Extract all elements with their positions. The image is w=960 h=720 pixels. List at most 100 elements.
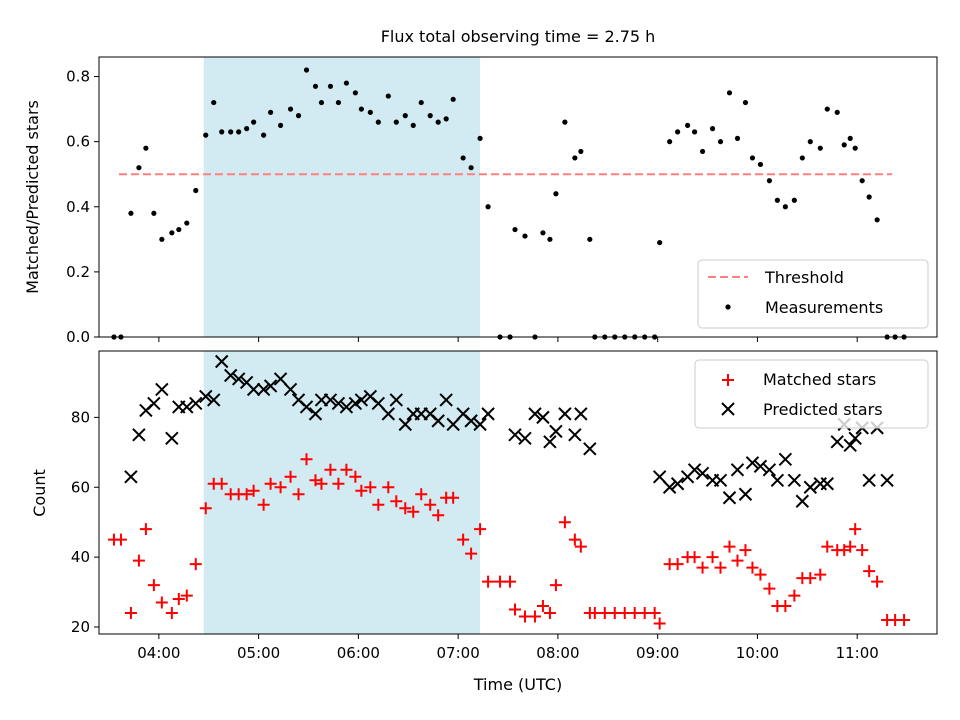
measurement-point <box>578 148 584 155</box>
matched-star-point <box>189 558 202 571</box>
matched-star-point <box>165 607 178 620</box>
predicted-star-point <box>299 400 314 414</box>
measurement-point <box>799 155 805 161</box>
measurement-point <box>742 99 749 106</box>
measurement-point <box>460 155 466 161</box>
predicted-star-point <box>695 466 710 480</box>
count-y-tick-label: 60 <box>71 478 90 496</box>
matched-star-point <box>671 558 684 571</box>
ratio-y-ticks: 0.0 0.2 0.4 0.6 0.8 <box>66 68 99 346</box>
chart-title: Flux total observing time = 2.75 h <box>381 27 656 46</box>
x-tick-label: 06:00 <box>337 644 380 662</box>
predicted-star-point <box>568 428 582 442</box>
measurement-point <box>358 106 364 112</box>
ratio-y-tick-label: 0.4 <box>66 198 90 216</box>
predicted-star-point <box>813 477 827 491</box>
ratio-x-ticks <box>158 337 858 342</box>
x-tick-label: 10:00 <box>736 644 779 662</box>
predicted-star-point <box>223 368 238 383</box>
measurement-point <box>261 132 267 138</box>
matched-star-point <box>324 463 337 476</box>
ratio-y-tick-label: 0.2 <box>66 263 90 281</box>
matched-star-point <box>399 502 412 515</box>
measurement-point <box>757 161 764 168</box>
predicted-star-point <box>730 463 745 477</box>
count-y-tick-label: 40 <box>71 548 90 566</box>
measurement-point <box>418 99 424 106</box>
measurement-point <box>553 191 559 197</box>
measurement-point <box>572 155 578 161</box>
matched-star-point <box>871 575 884 588</box>
measurement-point <box>562 119 568 125</box>
predicted-star-point <box>803 480 818 494</box>
matched-star-point <box>274 481 287 494</box>
measurement-point <box>684 122 691 128</box>
predicted-star-point <box>778 452 793 467</box>
matched-star-point <box>763 582 776 595</box>
matched-star-point <box>549 579 562 592</box>
matched-star-point <box>355 484 368 497</box>
x-tick-label: 09:00 <box>636 644 679 662</box>
matched-star-point <box>574 540 587 553</box>
matched-star-point <box>132 554 145 567</box>
measurement-point <box>435 119 441 125</box>
measurement-point <box>791 197 797 203</box>
measurement-point <box>385 93 391 99</box>
predicted-star-point <box>843 438 857 453</box>
matched-star-point <box>199 502 212 515</box>
matched-star-point <box>746 561 759 574</box>
measurement-point <box>450 96 456 102</box>
predicted-star-point <box>820 477 834 491</box>
predicted-star-point <box>652 470 667 484</box>
predicted-star-point <box>124 470 138 484</box>
predicted-star-point <box>662 480 677 494</box>
ratio-panel-shaded-interval <box>203 57 481 337</box>
predicted-star-point <box>256 382 271 397</box>
predicted-star-point <box>155 382 169 397</box>
predicted-star-point <box>165 431 179 446</box>
measurement-point <box>203 132 209 138</box>
matched-star-point <box>415 488 428 501</box>
matched-star-point <box>849 523 862 536</box>
predicted-star-point <box>331 396 346 411</box>
matched-star-point <box>390 495 403 508</box>
measurement-point <box>477 135 483 141</box>
predicted-star-point <box>549 424 563 439</box>
predicted-star-point <box>231 372 246 386</box>
predicted-star-point <box>283 382 298 397</box>
measurement-point <box>834 109 840 115</box>
matched-star-point <box>364 481 377 494</box>
measurement-point <box>667 139 673 145</box>
predicted-star-point <box>308 407 323 421</box>
measurement-point <box>236 129 242 135</box>
ratio-y-tick-label: 0.0 <box>66 328 90 346</box>
predicted-star-point <box>880 473 894 487</box>
matched-star-point <box>257 498 270 511</box>
matched-star-point <box>247 484 260 497</box>
x-axis-label: Time (UTC) <box>473 675 562 694</box>
matched-star-point <box>155 596 168 609</box>
measurement-point <box>817 145 823 151</box>
predicted-star-point <box>670 477 685 491</box>
matched-star-point <box>457 533 470 546</box>
measurement-point <box>335 99 342 106</box>
measurement-point <box>143 145 149 151</box>
matched-star-point <box>863 565 876 578</box>
measurement-point <box>184 220 190 226</box>
ratio-legend: Threshold Measurements <box>697 259 929 329</box>
predicted-star-point <box>574 407 588 421</box>
measurement-point <box>228 129 234 135</box>
matched-star-point <box>844 540 857 553</box>
measurement-point <box>427 113 433 119</box>
measurement-point <box>159 236 165 242</box>
measurement-point <box>547 236 553 242</box>
predicted-star-point <box>473 417 487 432</box>
measurement-point <box>211 99 217 106</box>
matched-star-point <box>696 561 709 574</box>
measurement-point <box>267 109 274 115</box>
predicted-star-point <box>431 414 445 428</box>
measurement-point <box>352 90 358 96</box>
count-y-tick-label: 20 <box>71 618 90 636</box>
measurement-point <box>709 126 716 132</box>
